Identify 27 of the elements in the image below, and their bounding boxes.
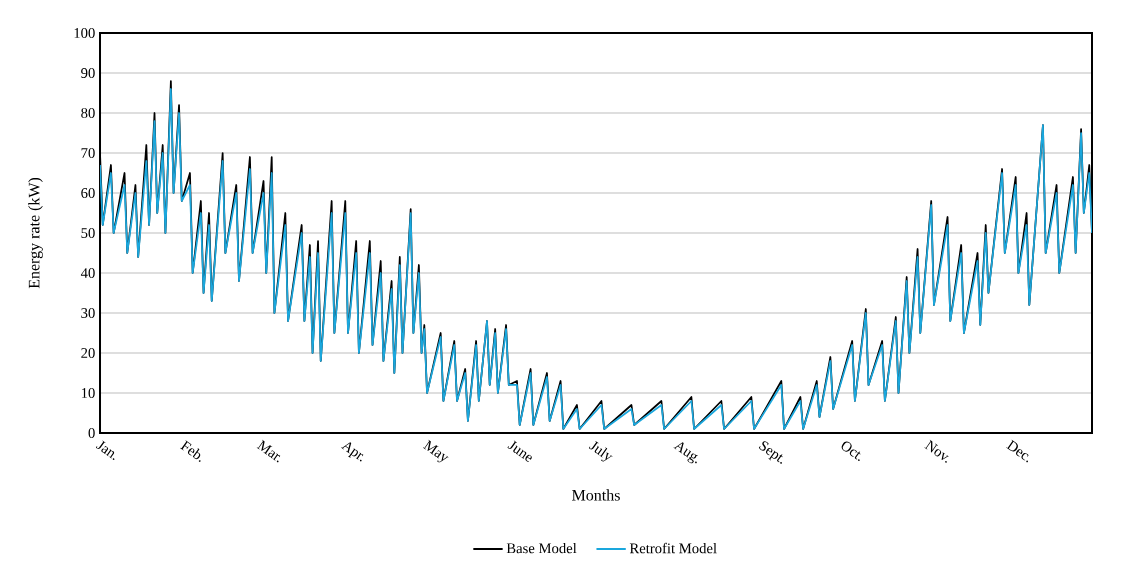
x-tick-label: July <box>588 440 613 462</box>
y-tick-label: 100 <box>74 28 95 38</box>
x-tick-label: Nov. <box>924 439 949 463</box>
x-axis-title: Months <box>572 489 620 501</box>
y-tick-label: 90 <box>81 68 95 78</box>
y-tick-label: 30 <box>81 308 95 318</box>
x-tick-label: Mar. <box>256 439 281 463</box>
y-tick-label: 20 <box>81 348 95 358</box>
y-tick-label: 0 <box>88 428 95 438</box>
y-tick-label: 80 <box>81 108 95 118</box>
x-tick-label: Dec. <box>1006 439 1029 463</box>
x-tick-label: May <box>423 439 449 463</box>
x-tick-label: Sept. <box>758 441 783 464</box>
x-tick-label: June <box>507 440 532 463</box>
y-tick-label: 40 <box>80 268 95 278</box>
y-tick-label: 70 <box>81 148 95 158</box>
y-axis-title: Energy rate (kW) <box>28 177 43 289</box>
x-tick-label: Feb. <box>180 440 201 462</box>
y-tick-label: 50 <box>81 228 95 238</box>
y-tick-label: 10 <box>81 388 95 398</box>
legend-label: Base Model <box>506 542 577 554</box>
x-tick-label: Jan. <box>95 440 115 460</box>
x-tick-label: Oct. <box>841 441 861 462</box>
y-tick-label: 60 <box>81 188 95 198</box>
legend-label: Retrofit Model <box>629 542 717 554</box>
x-tick-label: Apr. <box>341 442 364 462</box>
x-tick-label: Aug. <box>673 442 698 464</box>
